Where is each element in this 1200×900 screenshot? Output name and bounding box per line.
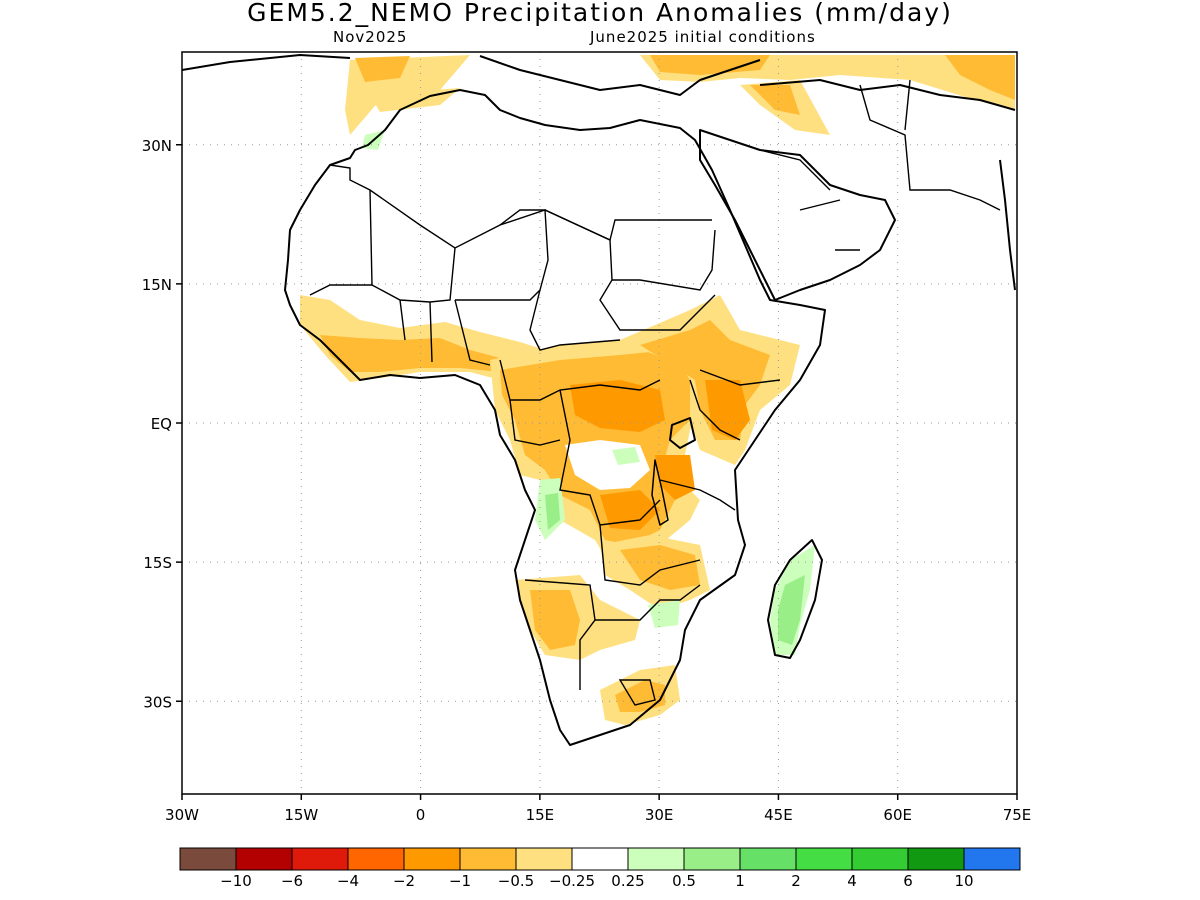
lat-tick-label: EQ bbox=[151, 415, 172, 433]
colorbar-swatch bbox=[347, 847, 405, 871]
colorbar-swatch bbox=[459, 847, 517, 871]
colorbar-swatch bbox=[851, 847, 909, 871]
colorbar-label: −0.5 bbox=[498, 872, 534, 890]
colorbar-swatch bbox=[403, 847, 461, 871]
anomaly-congo-dark-2 bbox=[600, 490, 660, 530]
anomaly-zambia-orange bbox=[620, 545, 700, 590]
lon-tick-label: 15E bbox=[526, 806, 555, 824]
anomaly-west-africa-orange bbox=[320, 335, 500, 372]
lon-tick-label: 15W bbox=[284, 806, 318, 824]
anomaly-mozambique-green bbox=[648, 600, 680, 628]
arabia-coastline bbox=[699, 129, 896, 301]
colorbar-label: 4 bbox=[847, 872, 857, 890]
india-coastline bbox=[999, 159, 1016, 291]
lon-tick-label: 0 bbox=[416, 806, 426, 824]
anomaly-kenya-dark bbox=[705, 380, 750, 440]
init-conditions-label: June2025 initial conditions bbox=[590, 28, 816, 46]
colorbar-label: 10 bbox=[954, 872, 973, 890]
colorbar-legend: −10 −6 −4 −2 −1 −0.5 −0.25 0.25 0.5 1 2 4 6 10 bbox=[179, 847, 1021, 890]
graticule bbox=[182, 52, 1017, 794]
lon-tick-label: 30W bbox=[165, 806, 199, 824]
anomaly-congo-dark bbox=[570, 380, 665, 432]
africa-coastline bbox=[284, 89, 826, 746]
colorbar-label: 0.25 bbox=[611, 872, 644, 890]
colorbar-swatch bbox=[795, 847, 853, 871]
lat-tick-label: 15S bbox=[143, 554, 172, 572]
anomaly-turkey-orange bbox=[750, 85, 800, 115]
lake-victoria bbox=[669, 417, 696, 449]
anomaly-congo-green bbox=[612, 447, 640, 465]
colorbar-label: −10 bbox=[220, 872, 252, 890]
colorbar-label: −1 bbox=[449, 872, 471, 890]
lon-tick-label: 45E bbox=[764, 806, 793, 824]
colorbar-label: −2 bbox=[393, 872, 415, 890]
colorbar-swatch bbox=[571, 847, 629, 871]
lon-tick-label: 30E bbox=[645, 806, 674, 824]
colorbar-swatch bbox=[963, 847, 1021, 871]
latitude-axis: 30N 15N EQ 15S 30S bbox=[142, 137, 182, 711]
colorbar-label: 6 bbox=[903, 872, 913, 890]
colorbar-label: −4 bbox=[337, 872, 359, 890]
colorbar-label: 2 bbox=[791, 872, 801, 890]
anomaly-europe-orange bbox=[650, 55, 770, 75]
coastlines bbox=[182, 54, 1016, 746]
lat-tick-label: 30N bbox=[142, 137, 172, 155]
longitude-axis: 30W 15W 0 15E 30E 45E 60E 75E bbox=[165, 794, 1031, 824]
valid-month-label: Nov2025 bbox=[333, 28, 408, 46]
anomaly-tanzania-orange bbox=[655, 455, 695, 500]
colorbar-swatch bbox=[907, 847, 965, 871]
lon-tick-label: 75E bbox=[1003, 806, 1032, 824]
country-borders bbox=[309, 79, 1001, 706]
colorbar-swatch bbox=[235, 847, 293, 871]
anomaly-madagascar-2 bbox=[778, 575, 805, 645]
colorbar-label: 0.5 bbox=[672, 872, 696, 890]
colorbar-label: −0.25 bbox=[549, 872, 595, 890]
madagascar-coastline bbox=[767, 539, 823, 659]
anomaly-angola-green-2 bbox=[545, 493, 560, 530]
anomaly-shading bbox=[300, 55, 1015, 725]
anomaly-caspian bbox=[945, 55, 1015, 100]
colorbar-label: 1 bbox=[735, 872, 745, 890]
lat-tick-label: 15N bbox=[142, 276, 172, 294]
lon-tick-label: 60E bbox=[883, 806, 912, 824]
anomaly-maghreb-orange bbox=[355, 56, 410, 82]
colorbar-swatch bbox=[515, 847, 573, 871]
colorbar-swatch bbox=[683, 847, 741, 871]
europe-coastline bbox=[182, 54, 1016, 111]
colorbar-swatch bbox=[179, 847, 237, 871]
colorbar-swatch bbox=[627, 847, 685, 871]
anomaly-namibia-orange bbox=[530, 590, 580, 650]
map-title: GEM5.2_NEMO Precipitation Anomalies (mm/… bbox=[247, 0, 953, 27]
colorbar-swatch bbox=[291, 847, 349, 871]
lat-tick-label: 30S bbox=[143, 693, 172, 711]
lake-tanganyika bbox=[651, 459, 669, 526]
colorbar-label: −6 bbox=[281, 872, 303, 890]
colorbar-swatch bbox=[739, 847, 797, 871]
